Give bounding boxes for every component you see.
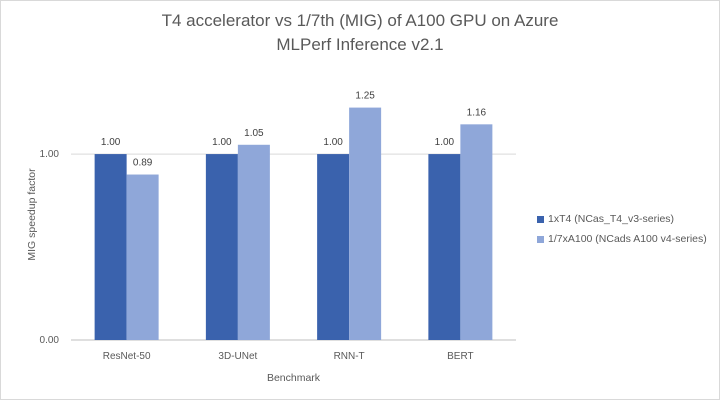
x-tick-label: BERT <box>447 351 474 362</box>
data-label: 1.00 <box>323 137 343 148</box>
bar <box>126 174 159 340</box>
y-axis-title: MIG speedup factor <box>26 168 38 261</box>
legend-label-series-1: 1xT4 (NCas_T4_v3-series) <box>548 213 675 225</box>
legend-swatch-series-1 <box>537 215 544 223</box>
x-tick-label: 3D-UNet <box>218 351 257 362</box>
x-tick-label: ResNet-50 <box>103 351 151 362</box>
bar <box>317 154 350 340</box>
y-tick-label: 1.00 <box>40 149 60 160</box>
chart-subtitle: MLPerf Inference v2.1 <box>276 35 444 54</box>
y-tick-label: 0.00 <box>40 335 60 346</box>
data-label: 1.05 <box>244 128 264 139</box>
legend-swatch-series-2 <box>537 235 544 243</box>
bar <box>460 124 493 340</box>
legend: 1xT4 (NCas_T4_v3-series) 1/7xA100 (NCads… <box>537 209 707 249</box>
bar <box>237 144 270 340</box>
chart-title: T4 accelerator vs 1/7th (MIG) of A100 GP… <box>1 9 719 57</box>
bar <box>205 154 238 340</box>
bar <box>94 154 127 340</box>
data-label: 1.00 <box>435 137 455 148</box>
data-label: 0.89 <box>133 158 153 169</box>
bar <box>349 107 382 340</box>
chart-title-line1: T4 accelerator vs 1/7th (MIG) of A100 GP… <box>161 11 559 30</box>
legend-item-series-2: 1/7xA100 (NCads A100 v4-series) <box>537 229 707 249</box>
x-axis-title: Benchmark <box>267 372 321 384</box>
bar <box>428 154 461 340</box>
data-label: 1.00 <box>212 137 232 148</box>
data-label: 1.25 <box>355 91 375 102</box>
legend-item-series-1: 1xT4 (NCas_T4_v3-series) <box>537 209 707 229</box>
data-label: 1.00 <box>101 137 121 148</box>
data-label: 1.16 <box>467 107 487 118</box>
x-tick-label: RNN-T <box>334 351 365 362</box>
legend-label-series-2: 1/7xA100 (NCads A100 v4-series) <box>548 233 707 245</box>
